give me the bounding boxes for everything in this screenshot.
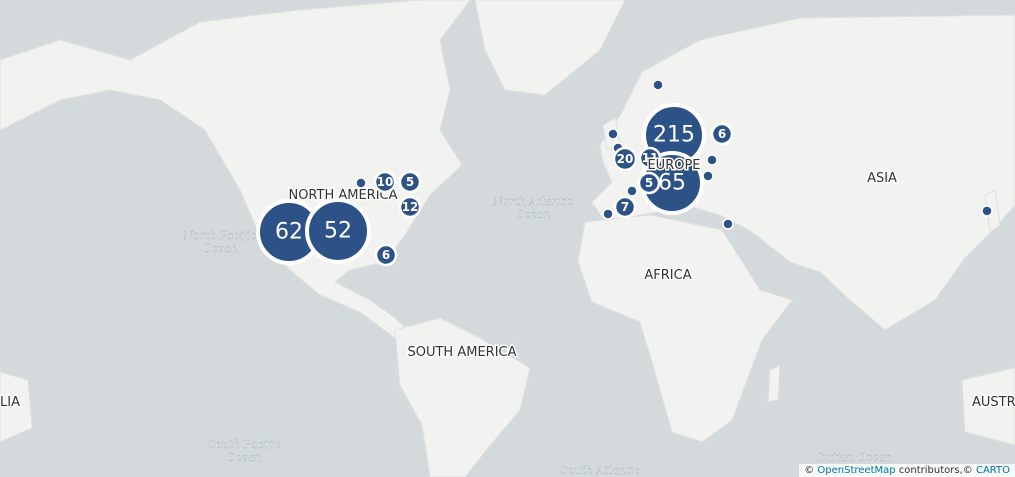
- cluster-count: 215: [653, 123, 695, 148]
- cluster-count: 5: [406, 175, 414, 189]
- marker[interactable]: [702, 170, 714, 182]
- continent-label: AFRICA: [644, 268, 691, 283]
- continent-label: LIA: [0, 395, 20, 410]
- ocean-label: North Pacific: [182, 229, 256, 242]
- cluster[interactable]: 5: [637, 171, 661, 195]
- cluster-circle[interactable]: [373, 170, 397, 194]
- cluster-count: 10: [377, 175, 394, 189]
- cluster[interactable]: 7: [613, 195, 637, 219]
- cluster[interactable]: 20: [612, 146, 638, 172]
- cluster-count: 62: [275, 220, 303, 245]
- top-labels: EUROPE: [646, 157, 702, 175]
- continent-label: ASIA: [867, 171, 897, 186]
- cluster[interactable]: 52: [305, 198, 371, 264]
- continent-label: AUSTR: [972, 395, 1015, 410]
- marker[interactable]: [602, 208, 614, 220]
- cluster[interactable]: 12: [398, 195, 422, 219]
- cluster[interactable]: 5: [398, 170, 422, 194]
- cluster[interactable]: 11: [638, 146, 662, 170]
- ocean-label: Ocean: [202, 242, 237, 255]
- attribution-prefix: ©: [804, 465, 818, 476]
- marker[interactable]: [722, 218, 734, 230]
- cluster-circle[interactable]: [305, 198, 371, 264]
- continent-label: NORTH AMERICA: [288, 188, 397, 203]
- africa: [577, 214, 793, 443]
- marker[interactable]: [607, 128, 619, 140]
- cluster-circle[interactable]: [398, 195, 422, 219]
- ocean-label: South Pacific: [208, 438, 281, 451]
- cluster-count: 6: [382, 248, 390, 262]
- cluster-circle[interactable]: [612, 146, 638, 172]
- ocean-label: North Atlantic: [492, 195, 573, 208]
- cluster-count: 7: [621, 200, 629, 214]
- cluster-count: 20: [617, 152, 634, 166]
- madagascar: [767, 364, 781, 403]
- marker[interactable]: [981, 205, 993, 217]
- cluster-circle[interactable]: [398, 170, 422, 194]
- continent-label: EUROPE: [647, 158, 700, 173]
- cluster-circle[interactable]: [613, 195, 637, 219]
- continent-label: SOUTH AMERICA: [407, 345, 516, 360]
- marker[interactable]: [626, 185, 638, 197]
- greenland: [474, 0, 626, 96]
- ocean-label: Indian Ocean: [817, 451, 892, 464]
- attribution-text: contributors,©: [895, 465, 976, 476]
- cluster-circle[interactable]: [710, 122, 734, 146]
- eurasia: [591, 14, 1015, 331]
- labels: NORTH AMERICA ASIA AFRICA SOUTH AMERICA LIA A…: [0, 170, 1015, 477]
- marker[interactable]: [652, 79, 664, 91]
- cluster-count: 5: [645, 176, 653, 190]
- cluster-count: 65: [658, 171, 686, 196]
- cluster-circle[interactable]: [638, 146, 662, 170]
- australia-west: [0, 371, 33, 443]
- cluster-circle[interactable]: [637, 171, 661, 195]
- marker[interactable]: [355, 177, 367, 189]
- cluster[interactable]: 62: [256, 199, 322, 265]
- cluster-count: 6: [718, 127, 726, 141]
- south-america: [394, 317, 531, 477]
- cluster[interactable]: 6: [710, 122, 734, 146]
- cluster[interactable]: 6: [374, 243, 398, 267]
- marker[interactable]: [706, 154, 718, 166]
- cluster-count: 11: [642, 151, 659, 165]
- ocean-label: Ocean: [226, 451, 261, 464]
- attribution: © OpenStreetMap contributors,© CARTO: [799, 464, 1015, 477]
- attribution-link[interactable]: CARTO: [975, 465, 1010, 476]
- cluster[interactable]: 10: [373, 170, 397, 194]
- cluster-count: 52: [324, 219, 352, 244]
- ocean-label: South Atlantic: [560, 464, 640, 477]
- ocean-label: Ocean: [515, 208, 550, 221]
- australia-east: [961, 367, 1015, 446]
- cluster-circle[interactable]: [374, 243, 398, 267]
- attribution-link[interactable]: OpenStreetMap: [817, 465, 896, 476]
- cluster-count: 12: [402, 200, 419, 214]
